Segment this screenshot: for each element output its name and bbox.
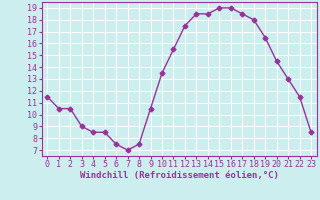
X-axis label: Windchill (Refroidissement éolien,°C): Windchill (Refroidissement éolien,°C) [80, 171, 279, 180]
